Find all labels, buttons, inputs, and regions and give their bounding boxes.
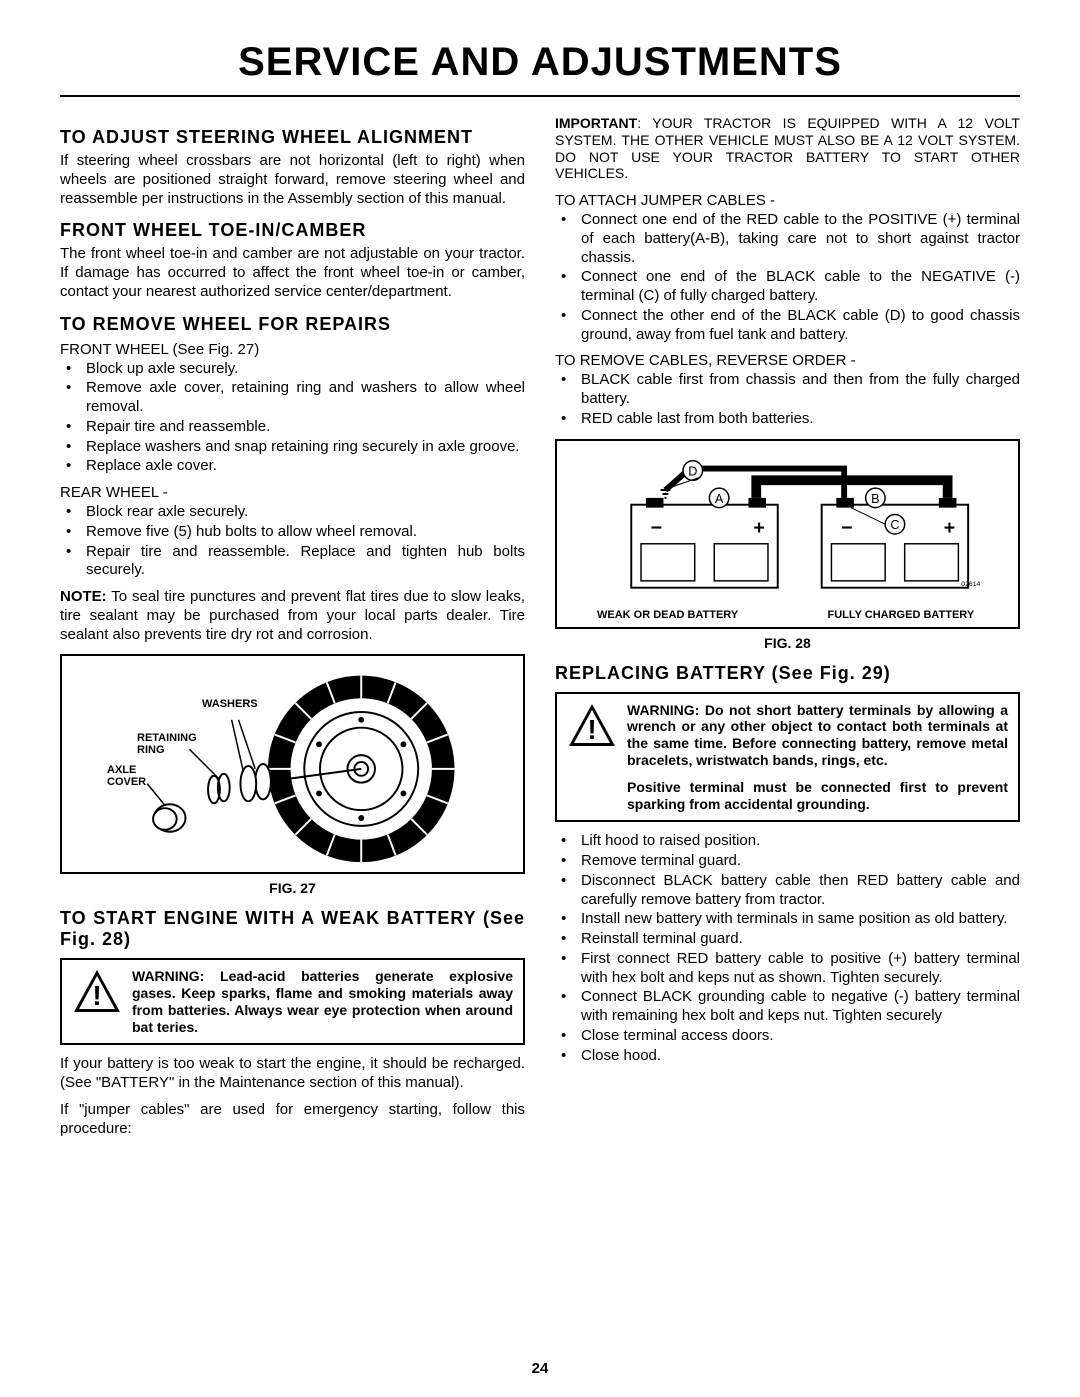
page-title: SERVICE AND ADJUSTMENTS: [60, 40, 1020, 85]
list-item: Replace washers and snap retaining ring …: [60, 438, 525, 457]
figure-28: − + − + A: [555, 439, 1020, 629]
note-tire-sealant: NOTE: To seal tire punctures and prevent…: [60, 588, 525, 644]
fig28-caption: FIG. 28: [555, 635, 1020, 651]
text-jumper: If "jumper cables" are used for emergenc…: [60, 1101, 525, 1139]
page-number: 24: [0, 1360, 1080, 1377]
svg-text:C: C: [890, 518, 899, 532]
warning-icon: !: [72, 968, 122, 1014]
warn-bold: WARNING:: [627, 702, 699, 718]
warning-box-lead-acid: ! WARNING: Lead-acid batteries gen­erate…: [60, 958, 525, 1045]
svg-text:!: !: [587, 714, 596, 745]
svg-text:A: A: [715, 491, 724, 505]
svg-text:+: +: [944, 517, 955, 539]
warning-box-short: ! WARNING: Do not short battery ter­mina…: [555, 692, 1020, 823]
list-item: Block rear axle securely.: [60, 503, 525, 522]
label-rear-wheel: REAR WHEEL -: [60, 484, 525, 501]
svg-text:B: B: [871, 491, 879, 505]
warn-bold: WARNING: [132, 968, 200, 984]
list-item: Disconnect BLACK battery cable then RED …: [555, 872, 1020, 910]
list-item: Lift hood to raised position.: [555, 832, 1020, 851]
list-attach-cables: Connect one end of the RED cable to the …: [555, 211, 1020, 344]
svg-text:02614: 02614: [961, 580, 980, 587]
svg-text:D: D: [688, 464, 697, 478]
important-bold: IMPORTANT: [555, 115, 637, 131]
list-item: Connect the other end of the BLACK cable…: [555, 307, 1020, 345]
list-remove-cables: BLACK cable first from chassis and then …: [555, 371, 1020, 428]
list-item: First connect RED battery cable to posit…: [555, 950, 1020, 988]
list-item: Remove terminal guard.: [555, 852, 1020, 871]
note-body: To seal tire punctures and prevent flat …: [60, 588, 525, 643]
warning-text: WARNING: Lead-acid batteries gen­erate e…: [132, 968, 513, 1035]
warning-icon: !: [567, 702, 617, 748]
list-item: Close hood.: [555, 1047, 1020, 1066]
left-column: TO ADJUST STEERING WHEEL ALIGN­MENT If s…: [60, 115, 525, 1146]
fig27-label-axlecover: AXLE COVER: [107, 764, 157, 788]
list-item: Close terminal access doors.: [555, 1027, 1020, 1046]
heading-replacing-battery: REPLACING BATTERY (See Fig. 29): [555, 663, 1020, 684]
label-remove-cables: TO REMOVE CABLES, REVERSE ORDER -: [555, 352, 1020, 369]
list-item: Reinstall terminal guard.: [555, 930, 1020, 949]
text-steering: If steering wheel crossbars are not hori…: [60, 152, 525, 208]
list-item: Replace axle cover.: [60, 457, 525, 476]
list-item: Connect one end of the BLACK cable to th…: [555, 268, 1020, 306]
two-column-layout: TO ADJUST STEERING WHEEL ALIGN­MENT If s…: [60, 115, 1020, 1146]
svg-text:+: +: [753, 517, 764, 539]
warn-body-2: Positive terminal must be connected firs…: [627, 779, 1008, 813]
list-item: Repair tire and reassemble. Replace and …: [60, 543, 525, 581]
svg-text:!: !: [92, 980, 101, 1011]
title-rule: [60, 95, 1020, 97]
heading-remove-wheel: TO REMOVE WHEEL FOR REPAIRS: [60, 314, 525, 335]
svg-text:−: −: [651, 517, 662, 539]
label-front-wheel: FRONT WHEEL (See Fig. 27): [60, 341, 525, 358]
heading-toein: FRONT WHEEL TOE-IN/CAMBER: [60, 220, 525, 241]
warning-text: WARNING: Do not short battery ter­minals…: [627, 702, 1008, 813]
svg-text:−: −: [841, 517, 852, 539]
list-replace-battery: Lift hood to raised position. Remove ter…: [555, 832, 1020, 1065]
list-item: Block up axle securely.: [60, 360, 525, 379]
list-rear-wheel: Block rear axle securely. Remove five (5…: [60, 503, 525, 580]
fig27-label-washers: WASHERS: [202, 698, 258, 710]
fig28-label-weak: WEAK OR DEAD BATTERY: [557, 609, 788, 621]
list-item: Remove axle cover, retaining ring and wa…: [60, 379, 525, 417]
list-item: BLACK cable first from chassis and then …: [555, 371, 1020, 409]
label-attach-cables: TO ATTACH JUMPER CABLES -: [555, 192, 1020, 209]
figure-27: WASHERS RETAINING RING AXLE COVER: [60, 654, 525, 874]
list-item: RED cable last from both batteries.: [555, 410, 1020, 429]
note-bold: NOTE:: [60, 588, 107, 605]
list-item: Remove five (5) hub bolts to allow wheel…: [60, 523, 525, 542]
list-front-wheel: Block up axle securely. Remove axle cove…: [60, 360, 525, 477]
text-toein: The front wheel toe-in and camber are no…: [60, 245, 525, 301]
list-item: Repair tire and reassemble.: [60, 418, 525, 437]
heading-weak-battery: TO START ENGINE WITH A WEAK BATTERY (See…: [60, 908, 525, 950]
heading-steering: TO ADJUST STEERING WHEEL ALIGN­MENT: [60, 127, 525, 148]
fig27-caption: FIG. 27: [60, 880, 525, 896]
fig27-label-retaining: RETAINING RING: [137, 732, 207, 756]
list-item: Install new battery with terminals in sa…: [555, 910, 1020, 929]
right-column: IMPORTANT: YOUR TRACTOR IS EQUIPPED WITH…: [555, 115, 1020, 1146]
text-recharge: If your battery is too weak to start the…: [60, 1055, 525, 1093]
fig28-label-full: FULLY CHARGED BATTERY: [788, 609, 1019, 621]
list-item: Connect BLACK grounding cable to negativ…: [555, 988, 1020, 1026]
figure-28-svg: − + − + A: [567, 451, 1008, 617]
important-12v: IMPORTANT: YOUR TRACTOR IS EQUIPPED WITH…: [555, 115, 1020, 182]
list-item: Connect one end of the RED cable to the …: [555, 211, 1020, 267]
